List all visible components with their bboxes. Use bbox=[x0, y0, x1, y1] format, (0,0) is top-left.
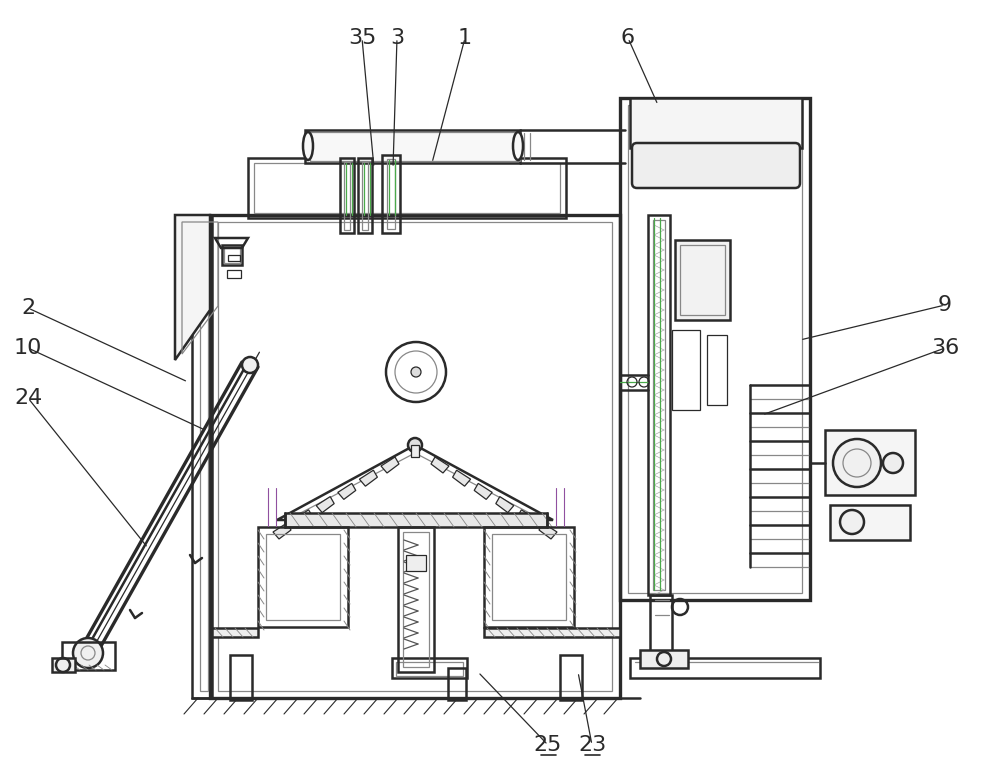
Circle shape bbox=[883, 453, 903, 473]
Bar bbox=[305, 130, 520, 163]
Circle shape bbox=[411, 367, 421, 377]
Bar bbox=[672, 330, 700, 410]
Bar bbox=[230, 655, 252, 700]
Bar bbox=[387, 159, 395, 229]
Polygon shape bbox=[539, 523, 557, 539]
Bar bbox=[560, 655, 582, 700]
Bar bbox=[650, 595, 672, 665]
Bar bbox=[224, 247, 240, 263]
Circle shape bbox=[73, 638, 103, 668]
Bar bbox=[680, 245, 725, 315]
Bar bbox=[492, 534, 566, 620]
Bar bbox=[310, 132, 520, 161]
Bar bbox=[675, 240, 730, 320]
Bar bbox=[344, 162, 350, 230]
Polygon shape bbox=[431, 457, 449, 473]
Polygon shape bbox=[212, 628, 258, 637]
Text: 6: 6 bbox=[621, 28, 635, 48]
Text: 24: 24 bbox=[14, 388, 42, 408]
Text: 36: 36 bbox=[931, 338, 959, 358]
Bar bbox=[406, 555, 426, 571]
Bar bbox=[398, 527, 434, 672]
Circle shape bbox=[833, 439, 881, 487]
Polygon shape bbox=[295, 510, 313, 526]
Bar bbox=[825, 430, 915, 495]
Bar bbox=[228, 255, 240, 261]
Text: 10: 10 bbox=[14, 338, 42, 358]
Text: 3: 3 bbox=[390, 28, 404, 48]
Bar bbox=[630, 658, 820, 678]
Polygon shape bbox=[52, 658, 75, 672]
Text: 35: 35 bbox=[348, 28, 376, 48]
Bar bbox=[248, 158, 566, 218]
Bar bbox=[362, 162, 368, 230]
Bar bbox=[258, 527, 348, 627]
Bar bbox=[403, 532, 429, 667]
Polygon shape bbox=[175, 215, 210, 360]
Bar bbox=[200, 222, 208, 691]
Bar bbox=[392, 658, 467, 678]
FancyBboxPatch shape bbox=[632, 143, 800, 188]
Bar bbox=[340, 158, 354, 233]
Bar bbox=[218, 222, 612, 691]
Bar bbox=[411, 445, 419, 457]
Bar bbox=[648, 215, 670, 595]
Bar bbox=[358, 158, 372, 233]
Text: 25: 25 bbox=[534, 735, 562, 755]
Bar bbox=[707, 335, 727, 405]
Polygon shape bbox=[474, 483, 492, 500]
Bar bbox=[396, 662, 463, 676]
Bar bbox=[830, 505, 910, 540]
Bar bbox=[484, 527, 574, 627]
Polygon shape bbox=[273, 523, 291, 539]
Polygon shape bbox=[316, 497, 334, 513]
Text: 23: 23 bbox=[578, 735, 606, 755]
Bar bbox=[620, 98, 810, 600]
Text: 2: 2 bbox=[21, 298, 35, 318]
Polygon shape bbox=[484, 628, 620, 637]
Bar bbox=[653, 220, 665, 590]
Polygon shape bbox=[338, 483, 356, 500]
Bar bbox=[266, 534, 340, 620]
Bar bbox=[382, 155, 400, 233]
Bar bbox=[222, 245, 242, 265]
Bar bbox=[210, 215, 620, 698]
Circle shape bbox=[408, 438, 422, 452]
Ellipse shape bbox=[513, 132, 523, 160]
Polygon shape bbox=[496, 497, 514, 513]
Polygon shape bbox=[517, 510, 535, 526]
Polygon shape bbox=[359, 470, 377, 486]
Bar bbox=[628, 105, 802, 593]
Circle shape bbox=[242, 357, 258, 373]
Text: 1: 1 bbox=[458, 28, 472, 48]
Bar bbox=[448, 668, 466, 700]
Polygon shape bbox=[381, 457, 399, 473]
Bar bbox=[254, 163, 560, 213]
Text: 9: 9 bbox=[938, 295, 952, 315]
Bar bbox=[630, 98, 802, 148]
Bar bbox=[192, 215, 212, 698]
Polygon shape bbox=[453, 470, 471, 486]
Bar bbox=[285, 513, 547, 527]
Bar bbox=[640, 650, 688, 668]
Circle shape bbox=[840, 510, 864, 534]
Ellipse shape bbox=[303, 132, 313, 160]
Bar bbox=[227, 270, 241, 278]
